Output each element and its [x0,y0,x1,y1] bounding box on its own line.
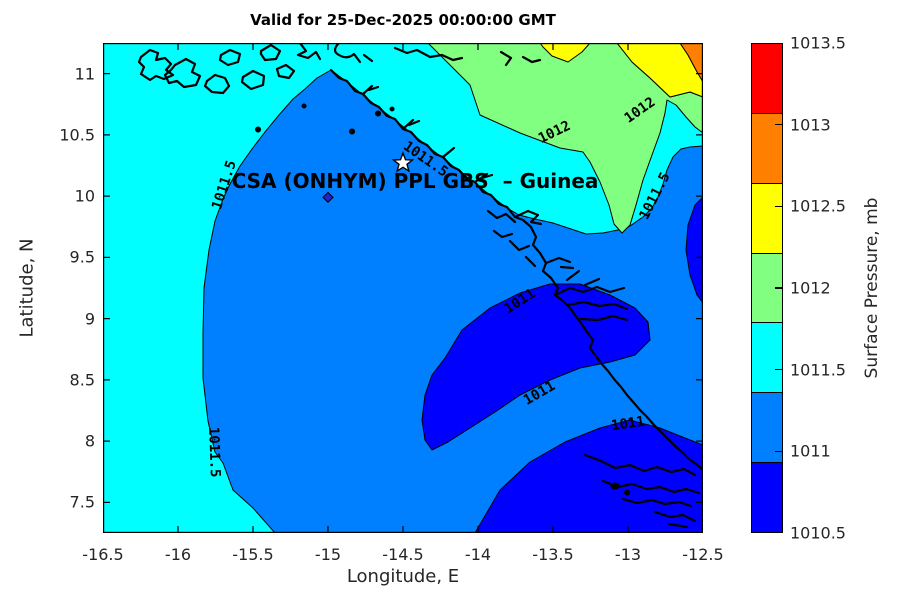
colorbar-tick-mark [775,287,782,289]
coastline-path [583,453,701,529]
colorbar-tick-label: 1013 [790,115,831,135]
y-tick-label: 10.5 [59,125,95,145]
map-annotation: CSA (ONHYM) PPL GBS – Guinea [231,169,599,193]
y-tick-label: 9.5 [69,247,95,267]
y-tick-label: 11 [74,64,95,84]
x-tick-label: -14.5 [382,545,424,564]
colorbar-tick-label: 1011.5 [790,360,846,380]
x-tick-label: -13.5 [532,545,574,564]
colorbar-tick-label: 1010.5 [790,523,846,543]
y-tick-label: 9 [84,309,95,329]
y-tick-label: 8 [84,431,95,451]
colorbar-tick-label: 1012 [790,278,831,298]
diamond-marker [322,191,334,204]
colorbar-segment [752,392,782,463]
plot-area: 1011.5 1011.5 1011.5 1011.5 1012 1012 1011 1011… [103,43,703,533]
coastline-path [486,209,537,268]
coastline-path [296,43,542,67]
plot-border [103,43,703,533]
band-1010.5-1011-kidney [421,283,651,451]
coastline-path [361,84,575,270]
coastline-islets [255,103,631,496]
y-axis-label: Latitude, N [16,238,38,338]
colorbar-tick-mark [775,368,782,371]
colorbar-tick-label: 1011 [790,441,831,461]
x-tick-label: -12.5 [682,545,724,564]
colorbar-segment [752,462,782,533]
x-tick-label: -14 [464,545,492,564]
y-tick-label: 7.5 [69,492,95,512]
colorbar-tick-label: 1012.5 [790,196,846,216]
colorbar-segment [752,322,782,393]
colorbar-tick-mark [775,450,782,453]
coastline-path [137,43,296,95]
colorbar-label: Surface Pressure, mb [862,197,882,379]
y-tick-label: 8.5 [69,370,95,390]
colorbar-tick-mark [775,205,782,208]
colorbar-segment [752,182,782,253]
y-tick-label: 10 [74,186,95,206]
x-tick-label: -15 [314,545,342,564]
x-tick-label: -13 [614,545,642,564]
contour-label-1011.5: 1011.5 [205,427,223,478]
coastline-path [553,269,629,322]
contour-label-1011: 1011 [610,414,646,435]
coastline-path [329,68,703,471]
x-tick-label: -16 [164,545,192,564]
colorbar-tick-mark [775,123,782,126]
colorbar-segment [752,44,782,113]
contour-map: 1011.51011.51011.51011.51012101210111011… [103,43,703,533]
star-marker [391,151,415,173]
x-axis-label: Longitude, E [346,566,460,587]
x-tick-label: -16.5 [82,545,124,564]
x-tick-label: -15.5 [232,545,274,564]
chart-title: Valid for 25-Dec-2025 00:00:00 GMT [250,11,556,29]
band-1013-1013.5-orange-corner [679,43,703,83]
colorbar-tick-label: 1013.5 [790,33,846,53]
band-1010.5-1011-bottom-right [474,419,703,533]
